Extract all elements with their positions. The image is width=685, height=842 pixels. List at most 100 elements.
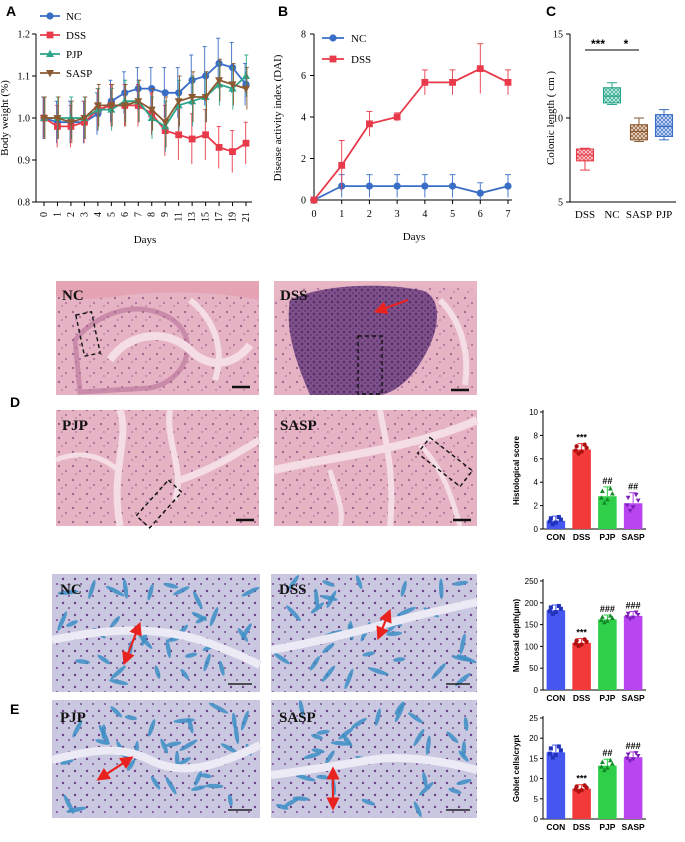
bar-datapoint <box>599 759 605 764</box>
bar-ytick-label: 4 <box>534 478 539 487</box>
goblet-cell <box>205 783 224 789</box>
chart-a-point-sasp <box>228 81 237 89</box>
ab-pjp-arrow <box>96 756 134 781</box>
goblet-cell <box>165 776 177 795</box>
bar-datapoint <box>607 613 613 618</box>
goblet-cell <box>394 701 405 716</box>
bar-datapoint <box>625 752 631 757</box>
chart-c-box-rect <box>654 114 674 138</box>
goblet-cell <box>344 668 354 690</box>
ab-image-sasp: SASP <box>270 700 479 818</box>
goblet-cell <box>192 590 203 610</box>
goblet-cell <box>419 782 434 796</box>
bar-datapoint <box>627 617 633 622</box>
bar-datapoint <box>630 615 636 620</box>
goblet-cell <box>396 606 416 617</box>
bar-datapoint <box>553 520 558 525</box>
bar-ytick-label: 0 <box>534 686 539 695</box>
he-image-dss-label: DSS <box>280 288 308 304</box>
chart-c-box-rect <box>629 124 649 141</box>
goblet-cell <box>209 607 219 627</box>
chart-c-ytick-label: 15 <box>553 30 563 41</box>
chart-a-xtick-label: 9 <box>160 212 171 217</box>
goblet-cell <box>295 774 316 782</box>
chart-a-xtick-label: 7 <box>133 212 144 217</box>
chart-a-point-pjp <box>147 113 156 121</box>
bar-dss <box>572 788 591 819</box>
chart-b-ytick-label: 8 <box>301 30 306 41</box>
chart-b-xtick-label: 5 <box>450 209 455 220</box>
goblet-cell <box>459 633 466 655</box>
bar-datapoint <box>635 753 641 759</box>
chart-a-point-sasp <box>201 94 210 102</box>
bar-xtick-label: PJP <box>599 532 615 542</box>
goblet-cell <box>438 578 444 600</box>
chart-a-xtick-label: 4 <box>93 212 104 217</box>
bar-datapoint <box>553 610 558 615</box>
chart-b-series-nc <box>310 174 512 204</box>
bar-datapoint <box>556 514 561 520</box>
chart-a-xtick-label: 17 <box>214 212 225 222</box>
bar-datapoint <box>579 449 584 454</box>
bar-ytick-label: 10 <box>529 775 538 784</box>
chart-a-line-pjp <box>44 75 247 128</box>
bar-datapoint <box>630 505 636 510</box>
panel-label-a: A <box>6 3 16 19</box>
chart-a-point-dss <box>188 135 196 143</box>
chart-b-point-nc <box>504 182 512 190</box>
goblet-cell <box>165 639 171 659</box>
bar-datapoint <box>599 614 605 619</box>
chart-a-point-sasp <box>40 115 48 123</box>
bar-ytick-label: 0 <box>534 525 539 534</box>
chart-a-point-sasp <box>188 94 197 102</box>
goblet-cell <box>452 580 469 586</box>
bar-datapoint <box>601 619 607 625</box>
goblet-cell <box>274 653 290 665</box>
goblet-cell <box>310 602 325 614</box>
goblet-cell <box>321 665 336 682</box>
he-image-sasp: SASP <box>273 409 479 527</box>
chart-a-xtick-label: 15 <box>201 212 212 222</box>
goblet-cell <box>338 727 354 740</box>
chart-c-xtick-label: PJP <box>656 209 673 221</box>
bar-significance: *** <box>576 433 587 443</box>
bar-datapoint <box>630 757 636 762</box>
goblet-cell <box>154 665 161 679</box>
chart-c-box-pjp <box>654 109 674 141</box>
goblet-cell <box>57 611 68 631</box>
bar-datapoint <box>633 751 639 756</box>
chart-a-point-sasp <box>80 115 89 123</box>
chart-b-point-nc <box>448 182 457 190</box>
bar-datapoint <box>633 492 639 498</box>
bar-datapoint <box>609 491 615 496</box>
bar-datapoint <box>574 444 579 449</box>
bar-datapoint <box>627 509 633 514</box>
chart-c-box-sasp <box>629 117 649 143</box>
bar-xtick-label: DSS <box>573 822 591 832</box>
panel-label-d: D <box>10 394 20 410</box>
chart-a-ytick-label: 0.8 <box>18 198 31 209</box>
goblet-cell <box>101 724 106 740</box>
chart-a-xtick-label: 13 <box>187 212 198 222</box>
chart-c-box-dss <box>575 147 595 171</box>
goblet-cell <box>122 578 129 599</box>
goblet-cell <box>231 712 237 729</box>
chart-b-line-nc <box>313 185 509 201</box>
goblet-cell <box>463 716 469 731</box>
chart-b-dai: 0 2 4 6 8 0 1 2 3 4 5 6 7 Days Disease activity ind… <box>272 30 512 243</box>
goblet-cell <box>456 654 477 664</box>
chart-a-xlabel: Days <box>134 234 157 246</box>
chart-b-line-dss <box>313 67 509 201</box>
goblet-cell <box>63 794 75 814</box>
chart-b-point-dss <box>449 78 456 86</box>
goblet-cell <box>325 750 335 764</box>
bar-datapoint <box>609 761 615 766</box>
chart-b-ytick-label: 2 <box>301 154 306 165</box>
goblet-cell <box>400 580 407 597</box>
bar-ytick-label: 5 <box>534 795 539 804</box>
he-image-nc: NC <box>56 281 259 395</box>
chart-b-xtick-label: 3 <box>395 209 400 220</box>
chart-a-legend-marker <box>46 31 54 39</box>
goblet-cell <box>361 798 376 806</box>
goblet-cell <box>413 801 422 818</box>
